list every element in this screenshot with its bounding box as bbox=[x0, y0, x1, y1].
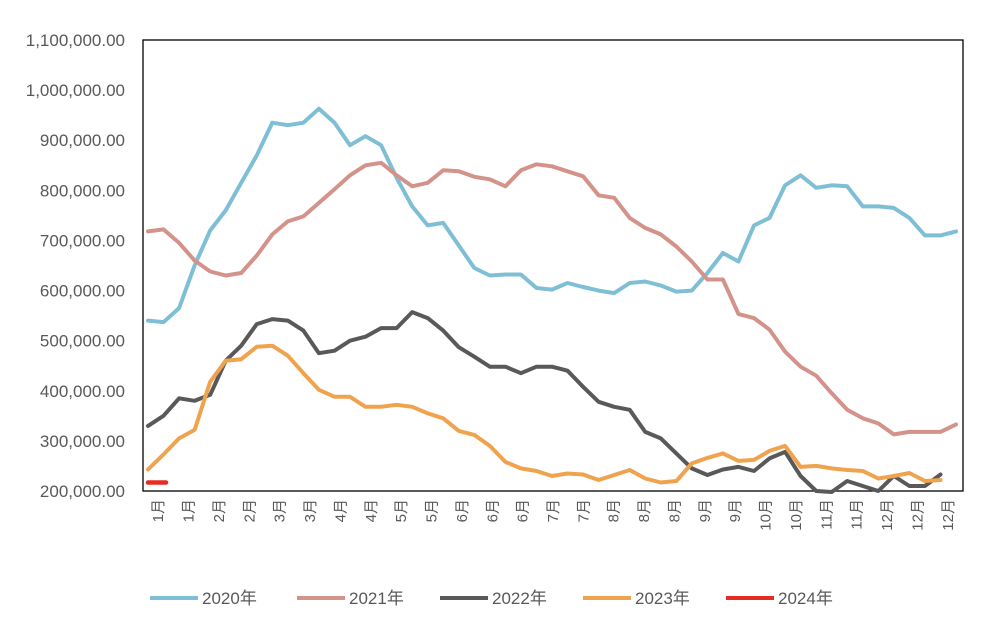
x-tick-label: 10月 bbox=[758, 499, 775, 531]
legend-label: 2024年 bbox=[778, 589, 833, 608]
series-line-2023年 bbox=[146, 343, 943, 485]
legend-label: 2023年 bbox=[635, 589, 690, 608]
x-tick-label: 9月 bbox=[727, 499, 744, 522]
series-lines bbox=[145, 106, 958, 494]
legend: 2020年 2021年 2022年 2023年 2024年 bbox=[150, 589, 833, 608]
legend-label: 2020年 bbox=[202, 589, 257, 608]
x-tick-label: 9月 bbox=[697, 499, 714, 522]
plot-area bbox=[142, 39, 964, 492]
x-tick-label: 4月 bbox=[363, 499, 380, 522]
series-line-2021年 bbox=[146, 160, 958, 437]
x-tick-label: 11月 bbox=[849, 499, 866, 530]
y-tick-label: 1,100,000.00 bbox=[26, 31, 125, 50]
y-tick-label: 800,000.00 bbox=[40, 181, 125, 200]
y-tick-label: 500,000.00 bbox=[40, 332, 125, 351]
legend-label: 2021年 bbox=[349, 589, 404, 608]
x-tick-label: 12月 bbox=[879, 499, 896, 531]
x-tick-label: 10月 bbox=[788, 499, 805, 531]
y-tick-label: 700,000.00 bbox=[40, 231, 125, 250]
x-tick-label: 6月 bbox=[515, 499, 532, 522]
x-tick-label: 7月 bbox=[575, 499, 592, 522]
x-tick-label: 8月 bbox=[666, 499, 683, 522]
x-tick-label: 2月 bbox=[211, 499, 228, 522]
x-tick-label: 8月 bbox=[606, 499, 623, 522]
x-tick-label: 3月 bbox=[272, 499, 289, 522]
x-tick-label: 12月 bbox=[940, 499, 957, 531]
x-tick-label: 6月 bbox=[454, 499, 471, 522]
y-tick-label: 1,000,000.00 bbox=[26, 81, 125, 100]
x-axis: 1月 1月 2月 2月 3月 3月 4月 4月 5月 5月 6月 6月 6月 7月 7月 8月 8月 8月 9月 9月… bbox=[150, 499, 957, 531]
x-tick-label: 1月 bbox=[150, 499, 167, 522]
y-tick-label: 600,000.00 bbox=[40, 282, 125, 301]
y-axis: 1,100,000.00 1,000,000.00 900,000.00 800,00… bbox=[26, 31, 125, 501]
x-tick-label: 5月 bbox=[424, 499, 441, 522]
x-tick-label: 6月 bbox=[484, 499, 501, 522]
legend-label: 2022年 bbox=[492, 589, 547, 608]
x-tick-label: 1月 bbox=[181, 499, 198, 522]
x-tick-label: 7月 bbox=[545, 499, 562, 522]
x-tick-label: 8月 bbox=[636, 499, 653, 522]
series-line-2020年 bbox=[146, 106, 958, 325]
x-tick-label: 4月 bbox=[332, 499, 349, 522]
x-tick-label: 2月 bbox=[241, 499, 258, 522]
plot-border bbox=[142, 39, 964, 492]
x-tick-label: 12月 bbox=[909, 499, 926, 531]
series-line-2022年 bbox=[146, 310, 943, 494]
x-tick-label: 5月 bbox=[393, 499, 410, 522]
y-tick-label: 900,000.00 bbox=[40, 131, 125, 150]
y-tick-label: 200,000.00 bbox=[40, 482, 125, 501]
y-tick-label: 300,000.00 bbox=[40, 432, 125, 451]
y-tick-label: 400,000.00 bbox=[40, 382, 125, 401]
x-tick-label: 11月 bbox=[818, 499, 835, 530]
x-tick-label: 3月 bbox=[302, 499, 319, 522]
